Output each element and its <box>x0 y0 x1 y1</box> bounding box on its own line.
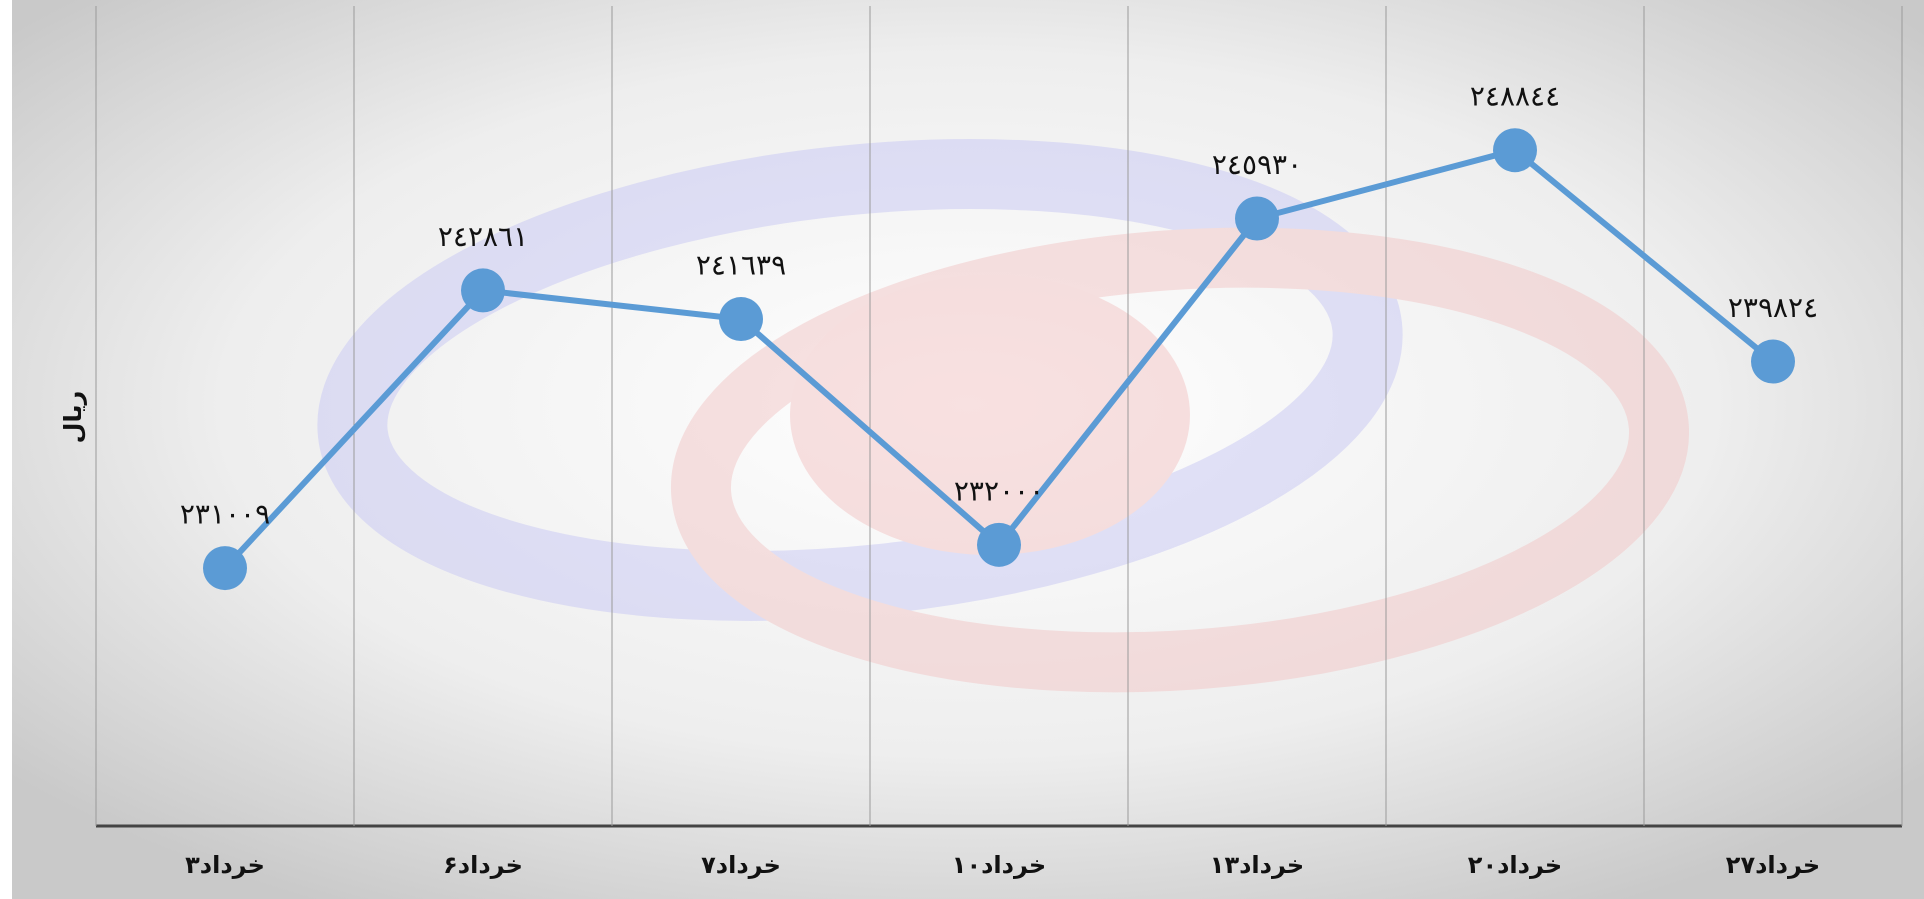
value-label: ٢٤٥٩٣٠ <box>1212 148 1302 181</box>
point <box>1493 128 1537 173</box>
x-tick-label: ۲۷خرداد <box>1726 851 1820 879</box>
point <box>1751 339 1795 384</box>
value-label: ٢٤١٦٣٩ <box>696 249 786 282</box>
x-tick-label: ۲۰خرداد <box>1468 851 1562 879</box>
point <box>461 268 505 313</box>
value-label: ٢٣٩٨٢٤ <box>1728 291 1818 324</box>
point <box>1235 196 1279 241</box>
x-tick-label: ۱۰خرداد <box>952 851 1046 879</box>
value-label: ٢٤٨٨٤٤ <box>1470 80 1560 113</box>
x-tick-label: ۷خرداد <box>701 851 781 879</box>
x-tick-label: ۳خرداد <box>185 851 265 879</box>
value-label: ٢٣١٠٠٩ <box>180 498 270 531</box>
y-axis-label: ریال <box>59 391 87 444</box>
point <box>719 297 763 342</box>
value-label: ٢٣٢٠٠٠ <box>954 474 1044 507</box>
point <box>203 546 247 591</box>
value-label: ٢٤٢٨٦١ <box>438 220 528 253</box>
point <box>977 522 1021 567</box>
x-tick-label: ۶خرداد <box>443 851 523 879</box>
x-tick-label: ۱۳خرداد <box>1210 851 1304 879</box>
